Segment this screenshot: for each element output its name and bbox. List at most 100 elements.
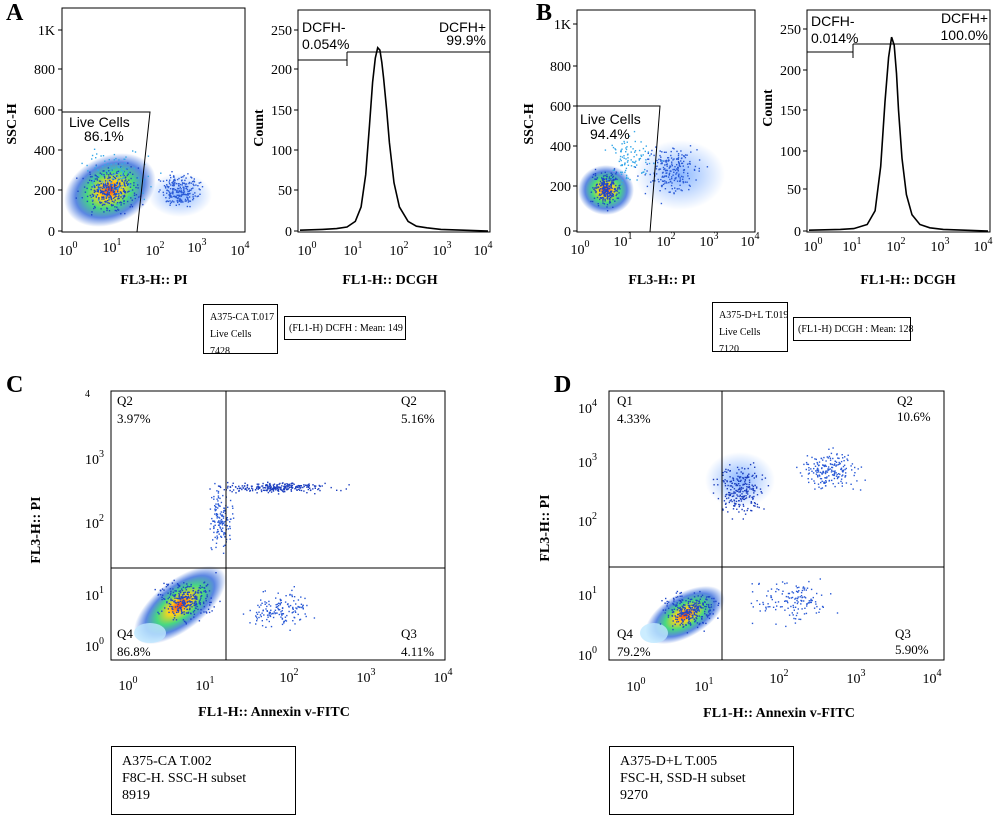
gate-name: F8C-H. SSC-H subset	[122, 771, 247, 786]
event-dot	[158, 179, 160, 181]
event-dot	[664, 164, 666, 166]
event-dot	[683, 171, 685, 174]
event-dot	[110, 189, 113, 192]
event-dot	[177, 601, 179, 603]
event-dot	[667, 157, 669, 159]
event-dot	[220, 528, 223, 531]
event-dot	[163, 589, 165, 591]
event-dot	[660, 156, 662, 158]
event-dot	[91, 154, 94, 157]
event-dot	[114, 206, 116, 208]
event-dot	[215, 514, 218, 517]
event-dot	[697, 607, 700, 609]
event-dot	[127, 183, 129, 186]
event-dot	[259, 487, 261, 489]
event-dot	[229, 525, 231, 528]
event-dot	[609, 191, 611, 194]
event-dot	[126, 180, 128, 183]
plot-frame	[110, 390, 446, 661]
event-dot	[801, 596, 803, 599]
event-dot	[187, 197, 189, 199]
event-dot	[118, 166, 120, 169]
event-dot	[708, 611, 710, 613]
event-dot	[623, 157, 625, 159]
event-dot	[113, 191, 116, 193]
event-dot	[256, 620, 258, 622]
event-dot	[193, 178, 195, 180]
event-dot	[762, 603, 765, 606]
event-dot	[224, 510, 226, 512]
event-dot	[306, 492, 308, 494]
event-dot	[676, 621, 678, 623]
event-dot	[609, 193, 612, 195]
event-dot	[275, 486, 277, 489]
event-dot	[170, 599, 172, 602]
event-dot	[118, 186, 120, 188]
event-dot	[101, 181, 104, 183]
event-dot	[688, 162, 690, 165]
event-dot	[103, 175, 106, 178]
event-dot	[123, 202, 125, 205]
event-dot	[671, 615, 674, 617]
event-dot	[181, 179, 183, 181]
event-dot	[178, 191, 180, 193]
event-dot	[816, 592, 818, 595]
event-dot	[223, 521, 225, 523]
event-dot	[185, 183, 188, 185]
event-dot	[108, 202, 110, 204]
event-dot	[220, 535, 222, 538]
event-dot	[104, 160, 106, 162]
event-dot	[267, 486, 269, 489]
event-dot	[170, 184, 172, 186]
event-dot	[116, 206, 118, 208]
event-dot	[105, 200, 107, 202]
event-dot	[729, 464, 731, 466]
dcfh-pos-label: DCFH+	[439, 19, 486, 35]
event-dot	[264, 601, 266, 603]
event-dot	[696, 604, 698, 606]
event-dot	[742, 518, 744, 520]
event-dot	[116, 188, 118, 190]
event-dot	[186, 608, 188, 611]
event-dot	[308, 486, 310, 488]
event-dot	[103, 211, 105, 213]
event-dot	[272, 485, 275, 487]
event-dot	[743, 483, 746, 486]
event-dot	[101, 198, 103, 200]
event-dot	[279, 602, 281, 605]
event-dot	[267, 616, 269, 618]
event-dot	[180, 610, 183, 612]
event-dot	[679, 177, 681, 179]
event-dot	[742, 477, 745, 480]
event-dot	[826, 471, 829, 473]
event-dot	[280, 613, 283, 615]
event-dot	[117, 179, 119, 181]
event-dot	[695, 620, 697, 622]
event-dot	[815, 470, 817, 472]
event-dot	[736, 472, 738, 474]
event-dot	[792, 592, 795, 594]
event-dot	[217, 485, 220, 487]
event-dot	[219, 526, 221, 528]
event-dot	[218, 533, 220, 535]
event-dot	[178, 195, 180, 197]
event-dot	[736, 483, 738, 485]
event-dot	[810, 598, 812, 600]
event-dot	[756, 506, 759, 508]
event-dot	[668, 159, 670, 162]
event-dot	[704, 605, 706, 608]
event-dot	[662, 175, 664, 177]
event-dot	[246, 489, 248, 492]
event-dot	[302, 608, 304, 610]
event-dot	[688, 623, 690, 625]
event-dot	[180, 195, 182, 197]
event-dot	[194, 597, 196, 600]
event-dot	[200, 597, 202, 599]
density-cloud	[640, 447, 866, 645]
event-dot	[199, 602, 201, 605]
event-dot	[117, 188, 119, 190]
event-dot	[172, 185, 175, 187]
event-dot	[597, 186, 600, 189]
event-dot	[692, 616, 694, 618]
event-dot	[832, 474, 835, 476]
